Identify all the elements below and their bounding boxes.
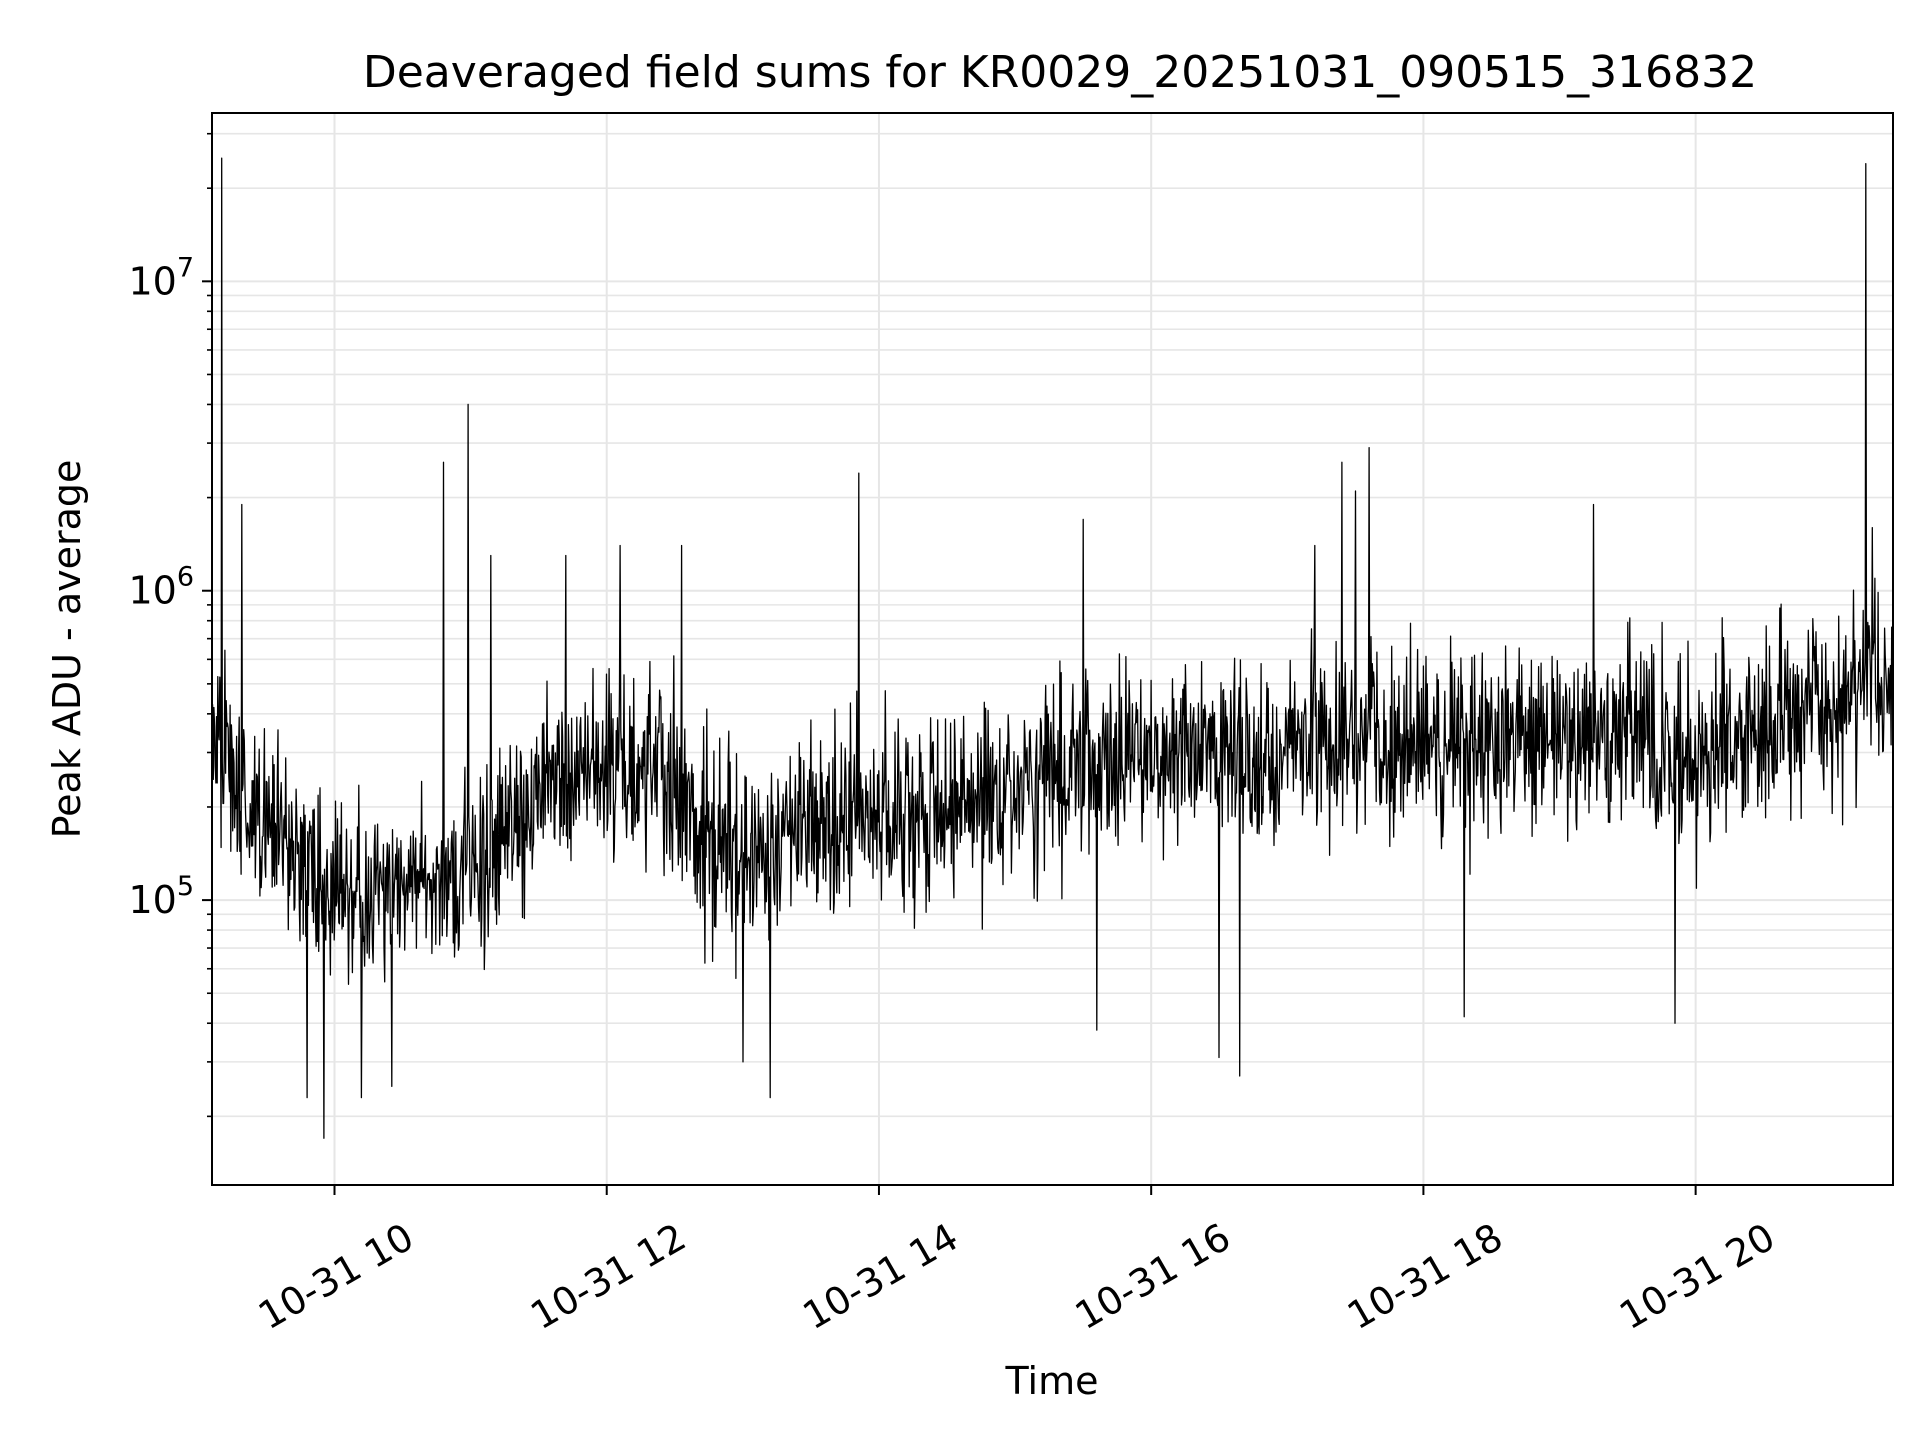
series-path bbox=[211, 157, 1894, 1139]
plot-frame bbox=[211, 112, 1894, 1186]
series-line bbox=[211, 157, 1894, 1139]
y-axis: 105 106 107 bbox=[128, 132, 212, 1118]
x-axis-label: Time bbox=[1005, 1359, 1099, 1403]
y-tick-label: 105 bbox=[128, 871, 194, 922]
y-axis-label: Peak ADU - average bbox=[45, 460, 89, 839]
y-tick-label: 107 bbox=[128, 252, 194, 303]
chart-title: Deaveraged field sums for KR0029_2025103… bbox=[363, 47, 1757, 98]
y-tick-label: 106 bbox=[128, 562, 194, 613]
